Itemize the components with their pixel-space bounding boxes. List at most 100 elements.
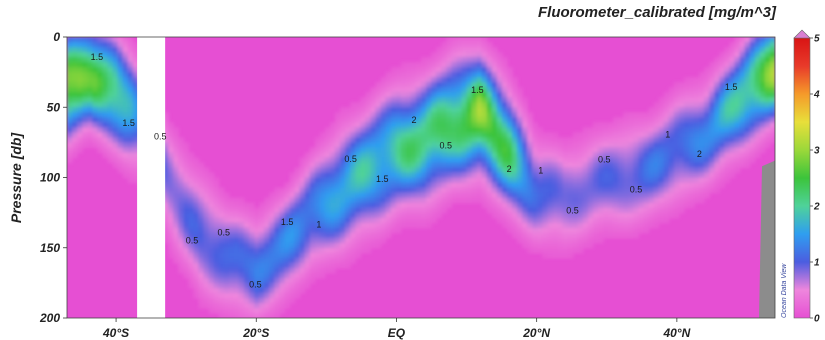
heatmap-cell [198, 202, 205, 209]
heatmap-cell [633, 112, 640, 118]
heatmap-cell [117, 102, 124, 108]
heatmap-cell [592, 222, 599, 229]
heatmap-cell [183, 257, 190, 264]
heatmap-cell [512, 182, 518, 189]
heatmap-cell [274, 262, 281, 269]
heatmap-cell [466, 57, 473, 63]
heatmap-cell [668, 142, 675, 149]
heatmap-cell [643, 177, 650, 184]
heatmap-cell [314, 222, 321, 229]
heatmap-cell [476, 77, 483, 83]
heatmap-cell [446, 82, 453, 88]
heatmap-cell [92, 57, 99, 63]
heatmap-cell [653, 107, 660, 113]
heatmap-cell [410, 217, 417, 224]
heatmap-cell [329, 197, 336, 204]
heatmap-cell [683, 117, 690, 124]
heatmap-cell [319, 187, 326, 194]
heatmap-cell [476, 167, 483, 174]
heatmap-cell [522, 97, 528, 103]
heatmap-cell [592, 127, 599, 134]
heatmap-cell [446, 42, 453, 48]
heatmap-cell [188, 157, 195, 164]
heatmap-cell [67, 142, 73, 149]
heatmap-cell [415, 62, 422, 68]
heatmap-cell [97, 107, 104, 113]
heatmap-cell [431, 77, 437, 83]
heatmap-cell [294, 192, 301, 199]
heatmap-cell [360, 177, 367, 184]
heatmap-cell [284, 262, 291, 269]
heatmap-cell [653, 182, 660, 189]
heatmap-cell [653, 212, 660, 219]
heatmap-cell [390, 192, 397, 199]
heatmap-cell [587, 242, 594, 249]
heatmap-cell [213, 247, 220, 254]
heatmap-cell [471, 92, 478, 98]
heatmap-cell [365, 212, 372, 219]
heatmap-cell [724, 67, 731, 73]
heatmap-cell [653, 117, 660, 124]
heatmap-cell [395, 72, 402, 78]
heatmap-cell [122, 77, 129, 83]
heatmap-cell [471, 127, 478, 134]
heatmap-cell [107, 77, 114, 83]
heatmap-cell [734, 37, 741, 43]
heatmap-cell [289, 262, 296, 269]
heatmap-cell [421, 137, 427, 144]
heatmap-cell [218, 282, 225, 289]
heatmap-cell [567, 162, 574, 169]
heatmap-cell [613, 157, 619, 164]
heatmap-cell [405, 182, 412, 189]
heatmap-cell [668, 132, 675, 139]
heatmap-cell [117, 42, 124, 48]
heatmap-cell [658, 212, 665, 219]
heatmap-cell [552, 162, 559, 169]
contour-label: 1 [538, 166, 543, 176]
heatmap-cell [451, 182, 458, 189]
heatmap-cell [653, 142, 660, 149]
heatmap-cell [385, 102, 392, 108]
heatmap-cell [345, 142, 351, 149]
heatmap-cell [92, 112, 99, 118]
heatmap-cell [577, 167, 584, 174]
heatmap-cell [228, 242, 235, 249]
heatmap-cell [395, 127, 402, 134]
heatmap-cell [577, 202, 584, 209]
heatmap-cell [678, 107, 685, 113]
heatmap-cell [486, 82, 493, 88]
heatmap-cell [704, 117, 710, 124]
heatmap-cell [426, 167, 432, 174]
heatmap-cell [188, 197, 195, 204]
heatmap-cell [259, 287, 265, 294]
heatmap-cell [759, 102, 766, 108]
heatmap-cell [304, 262, 311, 269]
heatmap-cell [213, 277, 220, 284]
heatmap-cell [587, 222, 594, 229]
heatmap-cell [603, 137, 609, 144]
heatmap-cell [709, 177, 716, 184]
heatmap-cell [542, 232, 549, 239]
heatmap-cell [72, 132, 78, 139]
heatmap-cell [769, 72, 775, 78]
heatmap-cell [491, 207, 498, 214]
heatmap-cell [441, 177, 447, 184]
heatmap-cell [618, 137, 624, 144]
heatmap-cell [390, 112, 397, 118]
heatmap-cell [481, 42, 488, 48]
heatmap-cell [279, 237, 286, 244]
heatmap-cell [476, 47, 483, 53]
heatmap-cell [699, 162, 705, 169]
heatmap-cell [441, 167, 447, 174]
heatmap-cell [663, 182, 670, 189]
heatmap-cell [694, 152, 700, 159]
heatmap-cell [385, 162, 392, 169]
heatmap-cell [345, 132, 351, 139]
heatmap-cell [451, 42, 458, 48]
heatmap-cell [122, 92, 129, 98]
heatmap-cell [365, 122, 372, 129]
heatmap-cell [699, 82, 705, 88]
heatmap-cell [769, 82, 775, 88]
heatmap-cell [329, 192, 336, 199]
heatmap-cell [264, 247, 270, 254]
